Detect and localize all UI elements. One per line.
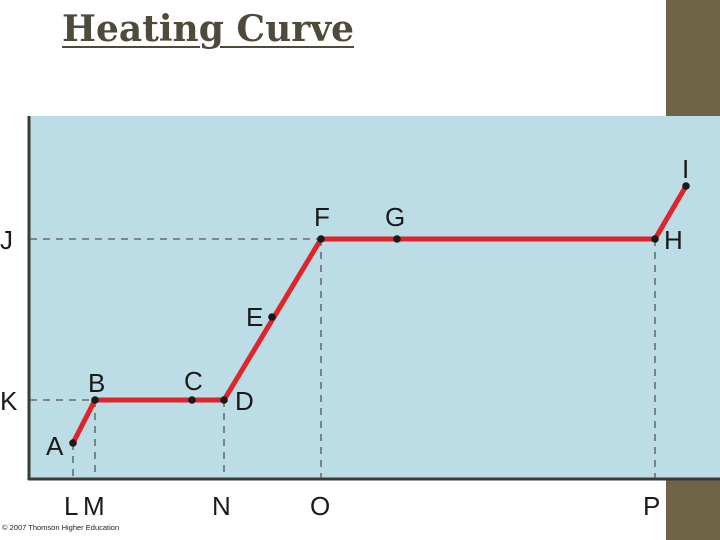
point-g-label: G bbox=[385, 202, 405, 232]
point-d-label: D bbox=[235, 386, 254, 416]
point-c-marker bbox=[188, 396, 196, 404]
heating-curve-diagram: A B C D E F G H I J K L M N O P bbox=[0, 116, 720, 521]
y-axis-marker-k: K bbox=[0, 386, 18, 416]
plot-background bbox=[28, 116, 720, 480]
point-f-marker bbox=[317, 235, 325, 243]
x-axis-marker-m: M bbox=[83, 491, 105, 521]
point-b-label: B bbox=[88, 368, 105, 398]
x-axis-marker-l: L bbox=[64, 491, 78, 521]
point-e-label: E bbox=[246, 302, 263, 332]
point-e-marker bbox=[268, 313, 276, 321]
point-h-label: H bbox=[664, 225, 683, 255]
point-d-marker bbox=[220, 396, 228, 404]
point-a-label: A bbox=[46, 431, 64, 461]
slide-title: Heating Curve bbox=[62, 8, 355, 50]
point-h-marker bbox=[651, 235, 659, 243]
point-f-label: F bbox=[314, 202, 330, 232]
y-axis-marker-j: J bbox=[0, 225, 13, 255]
point-i-marker bbox=[682, 182, 690, 190]
copyright-credit: © 2007 Thomson Higher Education bbox=[2, 523, 120, 532]
point-a-marker bbox=[69, 439, 77, 447]
point-b-marker bbox=[91, 396, 99, 404]
point-i-label: I bbox=[682, 154, 689, 184]
x-axis-marker-o: O bbox=[310, 491, 330, 521]
x-axis-marker-p: P bbox=[643, 491, 660, 521]
point-g-marker bbox=[393, 235, 401, 243]
x-axis-marker-n: N bbox=[212, 491, 231, 521]
point-c-label: C bbox=[184, 366, 203, 396]
